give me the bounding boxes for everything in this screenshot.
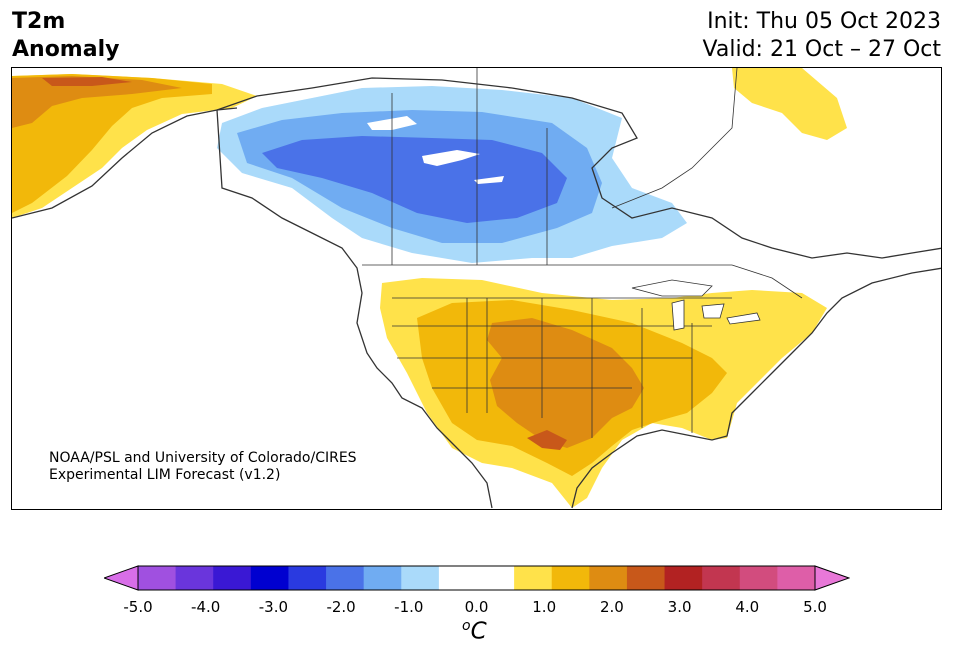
colorbar-tick-label: -1.0 xyxy=(394,598,424,616)
colorbar-segment xyxy=(589,566,628,590)
colorbar-tick-label: 0.0 xyxy=(464,598,489,616)
colorbar-segment xyxy=(551,566,590,590)
coastlines xyxy=(12,77,941,509)
alaska-warm-3 xyxy=(12,76,182,128)
title-anomaly: Anomaly xyxy=(12,37,120,62)
forecast-dates: Init: Thu 05 Oct 2023 Valid: 21 Oct – 27… xyxy=(703,8,941,64)
colorbar-high-extension xyxy=(814,565,850,591)
colorbar-tick-label: -2.0 xyxy=(326,598,356,616)
colorbar-tick-label: 1.0 xyxy=(532,598,557,616)
great-lakes xyxy=(631,279,761,331)
colorbar-segment xyxy=(363,566,402,590)
map-title: T2m Anomaly xyxy=(12,8,119,64)
canada-cold-3 xyxy=(262,136,567,223)
map-canvas xyxy=(12,68,941,509)
colorbar-tick-label: -3.0 xyxy=(258,598,289,616)
alaska-warm-4 xyxy=(42,77,132,86)
colorbar-segment xyxy=(288,566,327,590)
colorbar-segment xyxy=(777,566,816,590)
colorbar-tick-label: -5.0 xyxy=(123,598,153,616)
colorbar-segment xyxy=(326,566,365,590)
colorbar-outline xyxy=(137,565,816,591)
greenland-warm-1 xyxy=(732,68,847,140)
anomaly-map xyxy=(11,67,942,510)
colorbar-segment xyxy=(175,566,214,590)
colorbar-segment xyxy=(438,566,477,590)
colorbar-segments xyxy=(138,566,816,590)
colorbar-segment xyxy=(739,566,778,590)
colorbar-low-extension xyxy=(104,565,139,591)
colorbar-unit-label: oC xyxy=(462,618,487,645)
credit-text: NOAA/PSL and University of Colorado/CIRE… xyxy=(49,450,357,484)
colorbar-segment xyxy=(626,566,666,590)
colorbar-tick-labels: -5.0 -4.0 -3.0 -2.0 -1.0 0.0 1.0 2.0 3.0 4.0 5.0 xyxy=(0,598,953,618)
title-variable: T2m xyxy=(12,9,66,34)
colorbar-segment xyxy=(476,566,515,590)
colorbar-tick-label: -4.0 xyxy=(191,598,221,616)
colorbar-segment xyxy=(702,566,741,590)
lake-2 xyxy=(422,150,480,166)
valid-date: Valid: 21 Oct – 27 Oct xyxy=(702,37,941,62)
colorbar xyxy=(104,565,850,591)
us-warm-3 xyxy=(487,318,644,448)
credit-line-1: NOAA/PSL and University of Colorado/CIRE… xyxy=(49,450,357,466)
credit-line-2: Experimental LIM Forecast (v1.2) xyxy=(49,467,281,483)
colorbar-segment xyxy=(401,566,440,590)
colorbar-segment xyxy=(213,566,252,590)
colorbar-segment xyxy=(250,566,289,590)
colorbar-segment xyxy=(664,566,703,590)
colorbar-segment xyxy=(138,566,177,590)
colorbar-tick-label: 5.0 xyxy=(803,598,827,616)
alaska-warm-2 xyxy=(12,74,212,213)
colorbar-segment xyxy=(514,566,553,590)
us-warm-4 xyxy=(527,430,567,450)
colorbar-tick-label: 3.0 xyxy=(667,598,692,616)
colorbar-tick-label: 2.0 xyxy=(599,598,624,616)
init-date: Init: Thu 05 Oct 2023 xyxy=(707,9,941,34)
political-borders xyxy=(362,68,803,438)
lake-3 xyxy=(474,176,504,184)
colorbar-tick-label: 4.0 xyxy=(735,598,760,616)
